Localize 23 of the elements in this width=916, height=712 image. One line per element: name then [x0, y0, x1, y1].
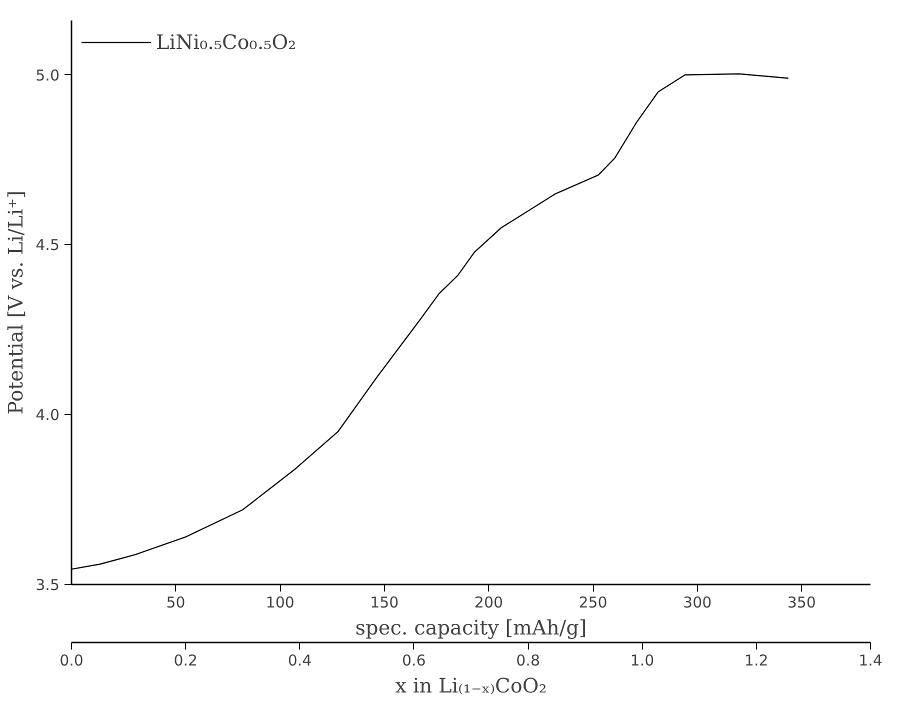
x2-tick-label: 250	[578, 594, 608, 612]
y-tick-label: 4.5	[36, 236, 60, 254]
x-tick-label: 1.4	[858, 652, 882, 670]
y-tick-label: 4.0	[36, 406, 60, 424]
x2-tick-label: 200	[474, 594, 504, 612]
y-axis-title: Potential [V vs. Li/Li⁺]	[4, 190, 28, 414]
x-tick-label: 0.0	[60, 652, 84, 670]
x-tick-label: 1.0	[630, 652, 654, 670]
legend-label: LiNi₀.₅Co₀.₅O₂	[156, 30, 296, 54]
x2-tick-label: 150	[370, 594, 399, 612]
x-tick-label: 0.4	[288, 652, 312, 670]
x2-tick-label: 50	[166, 594, 186, 612]
x-axis-title: x in Li₍₁₋ₓ₎CoO₂	[395, 674, 547, 698]
x-tick-label: 0.6	[402, 652, 426, 670]
x-tick-label: 0.8	[516, 652, 540, 670]
x2-tick-label: 300	[683, 594, 712, 612]
y-tick-label: 3.5	[36, 576, 60, 594]
x2-tick-label: 350	[787, 594, 816, 612]
x2-axis-title: spec. capacity [mAh/g]	[355, 616, 587, 640]
x-tick-label: 0.2	[174, 652, 198, 670]
x-tick-label: 1.2	[744, 652, 768, 670]
y-tick-label: 5.0	[36, 66, 60, 84]
x2-tick-label: 100	[266, 594, 294, 612]
